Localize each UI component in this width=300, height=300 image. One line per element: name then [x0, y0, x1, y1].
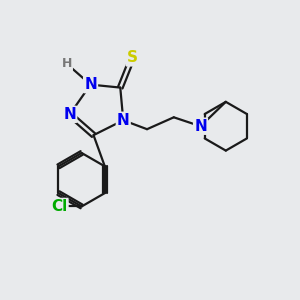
Text: S: S — [127, 50, 138, 65]
Text: N: N — [117, 113, 130, 128]
Text: N: N — [84, 77, 97, 92]
Text: H: H — [61, 57, 72, 70]
Text: N: N — [63, 107, 76, 122]
Text: N: N — [194, 119, 207, 134]
Text: Cl: Cl — [51, 199, 68, 214]
